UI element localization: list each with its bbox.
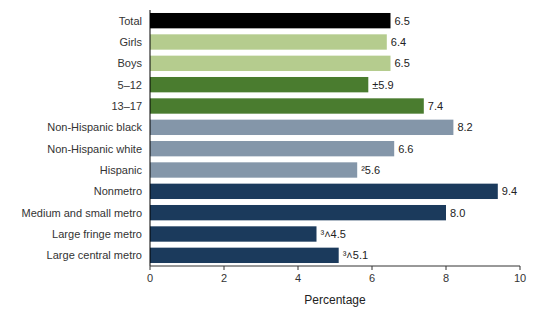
data-label: 7.4 — [428, 100, 443, 112]
category-label: Total — [119, 15, 142, 27]
x-tick — [446, 266, 447, 270]
x-tick-label: 2 — [221, 272, 227, 284]
x-tick — [520, 266, 521, 270]
x-tick-label: 8 — [443, 272, 449, 284]
category-label: Non-Hispanic black — [47, 121, 142, 133]
bar — [150, 34, 387, 49]
bar — [150, 141, 394, 156]
bar — [150, 248, 339, 263]
category-label: Boys — [118, 57, 143, 69]
chart-container: ³˄5.1³˄4.58.09.4²5.66.68.27.4±5.96.56.46… — [0, 0, 560, 312]
x-tick-label: 6 — [369, 272, 375, 284]
data-label: ²5.6 — [361, 164, 380, 176]
category-label: Medium and small metro — [22, 207, 142, 219]
data-labels: ³˄5.1³˄4.58.09.4²5.66.68.27.4±5.96.56.46… — [321, 15, 518, 262]
chart: ³˄5.1³˄4.58.09.4²5.66.68.27.4±5.96.56.46… — [0, 0, 560, 312]
data-label: 6.5 — [395, 15, 410, 27]
data-label: 6.6 — [398, 143, 413, 155]
bar — [150, 120, 453, 135]
category-label: 13–17 — [111, 100, 142, 112]
category-label: Nonmetro — [94, 185, 142, 197]
data-label: ³˄5.1 — [343, 249, 368, 261]
y-axis: Large central metro Large fringe metro Med… — [22, 15, 143, 262]
category-label: Non-Hispanic white — [47, 143, 142, 155]
x-tick — [372, 266, 373, 270]
category-label: Hispanic — [100, 164, 143, 176]
x-tick-label: 4 — [295, 272, 301, 284]
x-tick — [150, 266, 151, 270]
bar — [150, 162, 357, 177]
x-axis-line — [150, 266, 520, 267]
category-label: 5–12 — [118, 79, 142, 91]
zero-line — [150, 10, 151, 266]
category-label: Large fringe metro — [52, 228, 142, 240]
bar — [150, 184, 498, 199]
x-axis-label: Percentage — [304, 293, 366, 307]
data-label: 8.0 — [450, 207, 465, 219]
bar — [150, 205, 446, 220]
x-axis: 0 2 4 6 8 10 — [147, 266, 526, 284]
bar — [150, 77, 368, 92]
data-label: 6.4 — [391, 36, 406, 48]
bar — [150, 13, 391, 28]
data-label: 8.2 — [457, 121, 472, 133]
bar — [150, 98, 424, 113]
data-label: ±5.9 — [372, 79, 393, 91]
x-tick — [298, 266, 299, 270]
x-tick — [224, 266, 225, 270]
data-label: ³˄4.5 — [321, 228, 346, 240]
bar — [150, 56, 391, 71]
data-label: 6.5 — [395, 57, 410, 69]
category-label: Large central metro — [47, 249, 142, 261]
x-tick-label: 10 — [514, 272, 526, 284]
data-label: 9.4 — [502, 185, 517, 197]
category-label: Girls — [119, 36, 142, 48]
bar — [150, 226, 317, 241]
bars — [150, 13, 498, 263]
x-tick-label: 0 — [147, 272, 153, 284]
